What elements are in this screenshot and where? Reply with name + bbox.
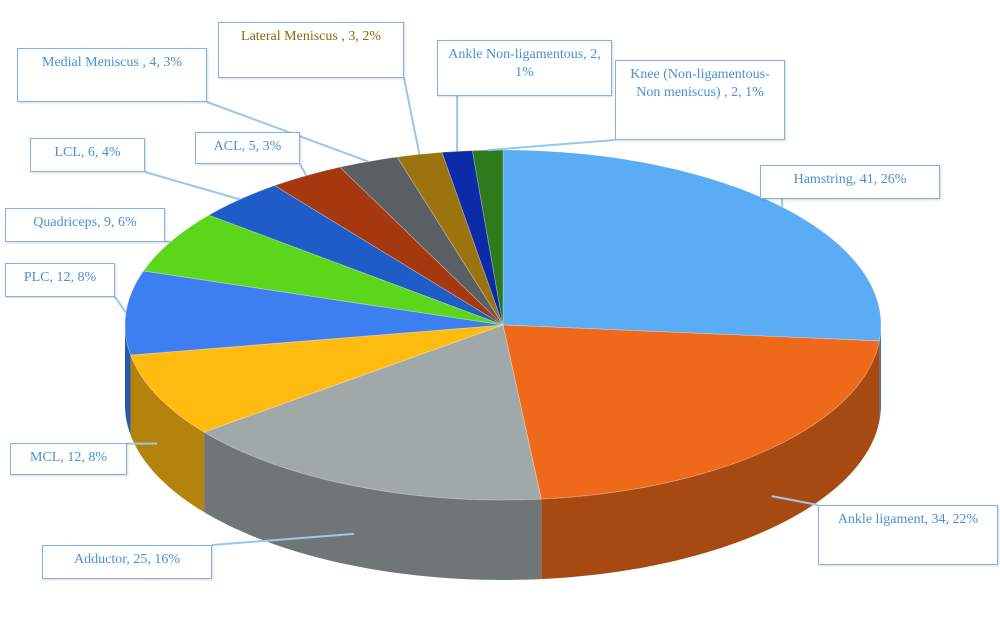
- slice: [502, 149, 882, 342]
- data-label: Ankle Non-ligamentous, 2, 1%: [437, 40, 612, 96]
- leader-line: [487, 139, 616, 152]
- leader-line: [771, 495, 819, 506]
- leader-line: [211, 532, 355, 546]
- data-label: Quadriceps, 9, 6%: [5, 208, 165, 242]
- slice-side: [125, 325, 131, 435]
- slice: [203, 324, 542, 501]
- data-label: LCL, 6, 4%: [30, 138, 145, 172]
- slice-side: [130, 355, 205, 513]
- slice-side: [541, 340, 880, 580]
- leader-line: [206, 101, 369, 163]
- slice: [124, 270, 504, 356]
- data-label: Lateral Meniscus , 3, 2%: [218, 22, 404, 78]
- leader-line: [403, 77, 421, 155]
- data-label: Medial Meniscus , 4, 3%: [17, 48, 207, 102]
- data-label: Knee (Non-ligamentous-Non meniscus) , 2,…: [615, 60, 785, 140]
- slice: [130, 324, 504, 433]
- leader-line: [114, 296, 127, 314]
- data-label: Adductor, 25, 16%: [42, 545, 212, 579]
- slice: [142, 214, 504, 326]
- leader-line: [144, 171, 241, 201]
- data-label: ACL, 5, 3%: [195, 132, 300, 164]
- slice: [273, 166, 504, 326]
- slice: [502, 324, 880, 500]
- data-label: PLC, 12, 8%: [5, 263, 115, 297]
- slice: [339, 156, 504, 326]
- leader-line: [299, 163, 308, 177]
- data-label: MCL, 12, 8%: [10, 443, 127, 475]
- slice-side: [204, 432, 542, 580]
- slice-side: [879, 325, 881, 421]
- data-label: Ankle ligament, 34, 22%: [818, 505, 998, 565]
- data-label: Hamstring, 41, 26%: [760, 165, 940, 199]
